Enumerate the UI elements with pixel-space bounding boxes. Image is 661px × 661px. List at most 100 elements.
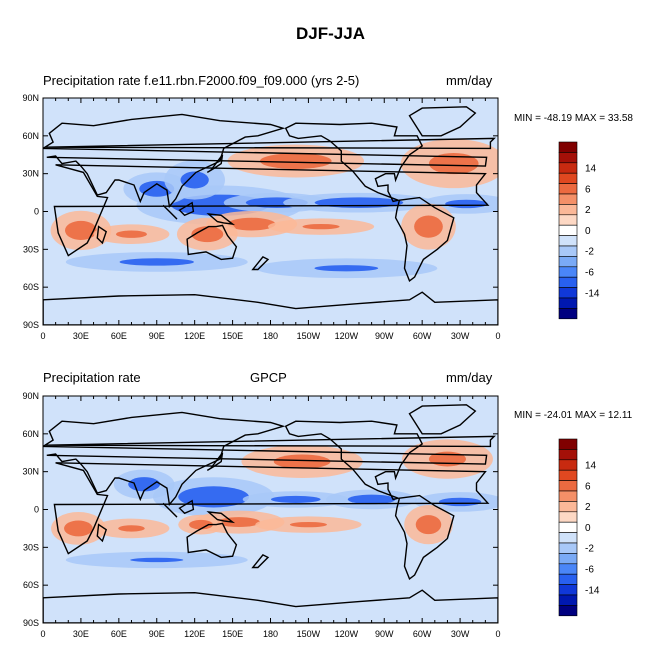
colorbar-label: -6 (585, 565, 594, 576)
island-coastline (206, 452, 224, 471)
coastline (43, 291, 498, 325)
colorbar-swatch (558, 224, 578, 236)
lon-tick-label: 120W (335, 331, 359, 341)
lat-tick-label: 0 (34, 505, 39, 515)
coastline (394, 196, 455, 283)
coastline (43, 411, 488, 507)
lat-tick-label: 60S (23, 580, 39, 590)
lat-tick-label: 90N (22, 391, 39, 401)
precip-anomaly-core (64, 220, 97, 240)
lon-tick-label: 150W (297, 629, 321, 639)
precip-anomaly-core (428, 152, 479, 175)
colorbar-label: -2 (585, 247, 594, 258)
colorbar-label: 2 (585, 205, 591, 216)
lon-tick-label: 150W (297, 331, 321, 341)
colorbar-swatch (558, 584, 578, 596)
coastline (394, 494, 455, 581)
colorbar-swatch (558, 480, 578, 492)
colorbar-swatch (558, 490, 578, 502)
island-coastline (206, 213, 236, 226)
colorbar-swatch (558, 573, 578, 585)
precip-anomaly-core (271, 495, 321, 503)
island-coastline (178, 499, 195, 515)
lon-tick-label: 60W (413, 629, 432, 639)
coastline (186, 224, 238, 261)
precip-anomaly-core (115, 230, 147, 238)
panel-1-units: mm/day (446, 73, 493, 88)
colorbar-label: 14 (585, 461, 597, 472)
lat-tick-label: 90S (23, 320, 39, 330)
colorbar-swatch (558, 532, 578, 544)
lon-tick-label: 90E (149, 331, 165, 341)
precip-anomaly-core (227, 217, 276, 231)
lat-tick-label: 60N (22, 429, 39, 439)
colorbar-swatch (558, 542, 578, 554)
lat-tick-label: 60N (22, 131, 39, 141)
lat-tick-label: 90S (23, 618, 39, 628)
colorbar-swatch (558, 172, 578, 184)
coastline (43, 589, 498, 623)
lat-tick-label: 30S (23, 244, 39, 254)
panel-2-variable-title: Precipitation rate (43, 370, 141, 385)
colorbar-label: 2 (585, 502, 591, 513)
colorbar-swatch (558, 193, 578, 205)
lon-tick-label: 150E (222, 629, 243, 639)
lat-tick-label: 30N (22, 467, 39, 477)
colorbar-swatch (558, 276, 578, 288)
colorbar-swatch (558, 204, 578, 216)
colorbar-label: 0 (585, 523, 591, 534)
precip-anomaly-core (118, 525, 145, 532)
colorbar-swatch (558, 594, 578, 606)
panel-1-colorbar: 14 6 2 0 -2 -6 -14 (558, 141, 600, 320)
island-coastline (96, 225, 108, 245)
precip-anomaly-core (180, 171, 209, 189)
island-coastline (162, 204, 178, 220)
figure-title: DJF-JJA (296, 24, 365, 43)
coastline (0, 405, 20, 434)
colorbar-swatch (558, 553, 578, 565)
coastline (0, 114, 32, 206)
lon-tick-label: 120W (335, 629, 359, 639)
precip-anomaly-core (302, 223, 340, 230)
precip-anomaly-core (191, 226, 224, 243)
lon-tick-label: 30W (451, 629, 470, 639)
panel-1-variable-title: Precipitation rate f.e11.rbn.F2000.f09_f… (43, 73, 360, 88)
colorbar-label: 6 (585, 184, 591, 195)
lon-tick-label: 30E (73, 629, 89, 639)
colorbar-swatch (558, 605, 578, 617)
colorbar-label: -2 (585, 544, 594, 555)
panel-2-dataset-title: GPCP (250, 370, 287, 385)
panel-1-minmax: MIN = -48.19 MAX = 33.58 (514, 113, 633, 124)
island-coastline (178, 201, 195, 217)
island-coastline (96, 523, 108, 543)
coastline (0, 107, 20, 136)
precip-anomaly-core (414, 215, 443, 238)
coastline (0, 412, 32, 504)
lat-tick-label: 30S (23, 542, 39, 552)
precip-anomaly-core (119, 258, 194, 266)
precip-anomaly-core (415, 515, 442, 535)
lon-tick-label: 30W (451, 331, 470, 341)
lon-tick-label: 60E (111, 331, 127, 341)
precip-anomaly-core (347, 494, 396, 505)
precip-anomaly-core (130, 557, 184, 563)
coastline (53, 164, 490, 257)
island-coastline (251, 554, 270, 569)
lon-tick-label: 0 (495, 629, 500, 639)
panel-2-units: mm/day (446, 370, 493, 385)
precip-anomaly-core (273, 454, 331, 469)
colorbar-label: 14 (585, 164, 597, 175)
colorbar-swatch (558, 266, 578, 278)
colorbar-swatch (558, 183, 578, 195)
lon-tick-label: 60W (413, 331, 432, 341)
colorbar-swatch (558, 141, 578, 153)
colorbar-swatch (558, 563, 578, 575)
lon-tick-label: 90W (375, 331, 394, 341)
colorbar-swatch (558, 449, 578, 461)
precip-anomaly-core (189, 519, 213, 530)
island-coastline (251, 256, 270, 271)
colorbar-swatch (558, 469, 578, 481)
coastline (186, 522, 238, 559)
